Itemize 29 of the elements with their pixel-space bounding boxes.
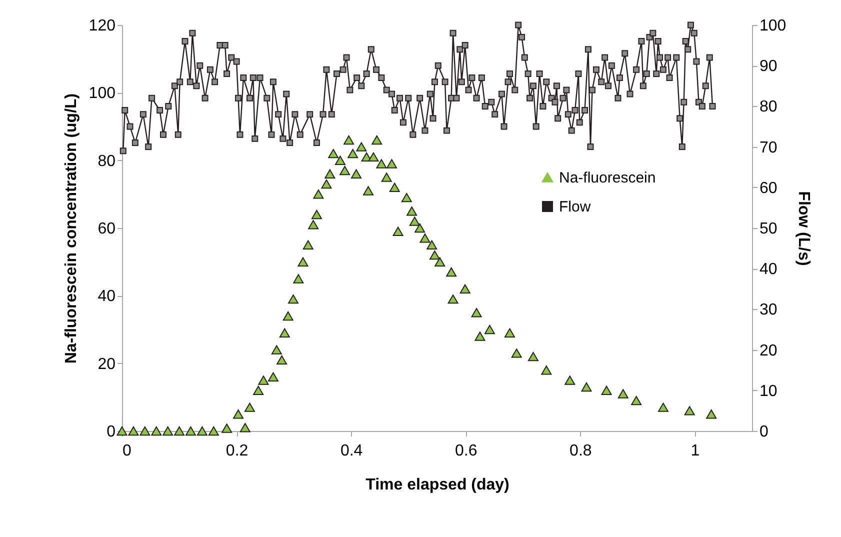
x-axis-title: Time elapsed (day) [366, 476, 510, 494]
y2-tick-label: 100 [760, 18, 786, 34]
y2-tick-label: 10 [760, 382, 778, 400]
y-tick-label: 20 [98, 356, 116, 373]
x-tick-label: 1 [690, 442, 700, 460]
y2-tick-label: 90 [760, 58, 778, 76]
x-tick-label: 0.4 [340, 442, 363, 460]
y2-tick-label: 40 [760, 261, 778, 278]
y2-tick-label: 50 [760, 220, 778, 238]
x-tick-label: 0.2 [226, 442, 248, 460]
y-tick-label: 60 [98, 220, 116, 238]
y-tick-label: 40 [98, 288, 116, 306]
y-axis-title: Na-fluorescein concentration (ug/L) [62, 93, 80, 364]
x-tick-label: 0.8 [570, 442, 592, 460]
legend-label: Flow [559, 198, 591, 216]
y2-tick-label: 60 [760, 180, 778, 197]
y2-tick-label: 20 [760, 342, 778, 360]
y-tick-label: 120 [88, 18, 116, 34]
x-tick-label: 0 [122, 442, 132, 460]
y2-axis-title: Flow (L/s) [795, 191, 812, 266]
y2-tick-label: 0 [760, 424, 768, 440]
legend-label: Na-fluorescein [559, 170, 656, 186]
y2-tick-label: 80 [760, 98, 778, 116]
y2-tick-label: 70 [760, 139, 778, 156]
y-tick-label: 80 [98, 152, 116, 170]
y-tick-label: 0 [106, 424, 116, 440]
y-tick-label: 100 [88, 85, 116, 102]
y2-tick-label: 30 [760, 302, 778, 319]
x-tick-label: 0.6 [455, 442, 478, 460]
